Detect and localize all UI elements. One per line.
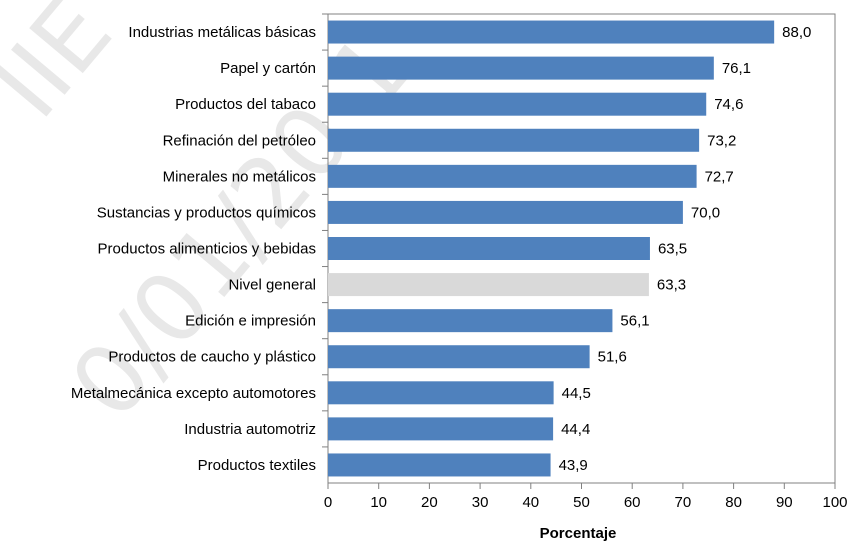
bar xyxy=(328,164,697,188)
plot-area: 0 10 20 30 40 50 60 70 80 90 100 Industrias metálic… xyxy=(71,13,848,511)
x-tick-label: 80 xyxy=(725,494,742,511)
value-label: 43,9 xyxy=(559,457,588,474)
bar xyxy=(328,417,554,441)
x-tick-label: 30 xyxy=(472,494,489,511)
bar xyxy=(328,345,590,369)
x-tick-label: 100 xyxy=(822,494,847,511)
category-label: Nivel general xyxy=(228,277,316,294)
category-label: Refinación del petróleo xyxy=(163,132,316,149)
value-label: 76,1 xyxy=(722,60,751,77)
x-tick-label: 10 xyxy=(370,494,387,511)
category-label: Industrias metálicas básicas xyxy=(128,24,316,41)
value-label: 44,4 xyxy=(561,421,590,438)
value-label: 56,1 xyxy=(620,313,649,330)
bar xyxy=(328,309,613,333)
category-label: Productos alimenticios y bebidas xyxy=(98,241,316,258)
x-tick-label: 50 xyxy=(573,494,590,511)
bar xyxy=(328,20,775,44)
bar xyxy=(328,92,707,116)
x-tick-label: 90 xyxy=(776,494,793,511)
x-tick-label: 20 xyxy=(421,494,438,511)
bar xyxy=(328,381,554,405)
x-axis-title: Porcentaje xyxy=(540,525,617,542)
x-tick-label: 0 xyxy=(324,494,332,511)
watermark-line-1: IIE xyxy=(0,0,133,139)
bar xyxy=(328,56,714,80)
bar xyxy=(328,273,649,297)
value-label: 63,3 xyxy=(657,277,686,294)
value-label: 70,0 xyxy=(691,204,720,221)
bar xyxy=(328,128,700,152)
value-label: 51,6 xyxy=(598,349,627,366)
x-tick-label: 60 xyxy=(624,494,641,511)
category-label: Sustancias y productos químicos xyxy=(97,204,316,221)
bar xyxy=(328,453,551,477)
x-tick-label: 40 xyxy=(522,494,539,511)
value-label: 88,0 xyxy=(782,24,811,41)
value-label: 63,5 xyxy=(658,241,687,258)
value-label: 44,5 xyxy=(562,385,591,402)
value-label: 72,7 xyxy=(705,168,734,185)
bar xyxy=(328,237,650,260)
bar xyxy=(328,200,683,224)
category-label: Minerales no metálicos xyxy=(163,168,316,185)
value-label: 74,6 xyxy=(714,96,743,113)
category-label: Productos del tabaco xyxy=(175,96,316,113)
category-label: Productos textiles xyxy=(198,457,316,474)
category-label: Metalmecánica excepto automotores xyxy=(71,385,316,402)
category-label: Productos de caucho y plástico xyxy=(108,349,316,366)
category-label: Industria automotriz xyxy=(184,421,316,438)
x-tick-label: 70 xyxy=(675,494,692,511)
category-label: Edición e impresión xyxy=(185,313,316,330)
category-label: Papel y cartón xyxy=(220,60,316,77)
value-label: 73,2 xyxy=(707,132,736,149)
